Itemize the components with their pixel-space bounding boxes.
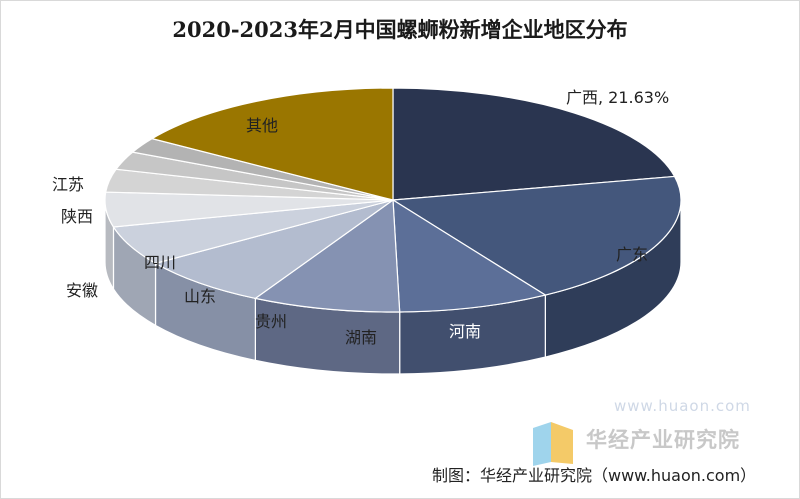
- slice-label-其他: 其他: [246, 116, 278, 135]
- slice-label-江苏: 江苏: [52, 175, 84, 194]
- slice-label-贵州: 贵州: [255, 312, 287, 331]
- pie-tops: [104, 87, 682, 313]
- slice-label-湖南: 湖南: [345, 328, 377, 347]
- source-note: 制图：华经产业研究院（www.huaon.com）: [432, 466, 757, 485]
- watermark-text: 华经产业研究院: [586, 428, 740, 452]
- pie-slice-广西: [392, 87, 676, 201]
- slice-label-广东: 广东: [616, 245, 648, 264]
- huaon-logo: [533, 422, 573, 466]
- pie-slice-贵州: [153, 199, 394, 300]
- chart-title: 2020-2023年2月中国螺蛳粉新增企业地区分布: [172, 17, 628, 42]
- pie-slice-湖南: [253, 198, 401, 313]
- slice-label-山东: 山东: [184, 287, 216, 306]
- pie-slice-广东: [391, 175, 682, 296]
- slice-label-河南: 河南: [449, 322, 481, 341]
- pie-slice-河南: [392, 198, 547, 313]
- slice-label-四川: 四川: [144, 253, 176, 272]
- watermark-url: www.huaon.com: [614, 397, 751, 415]
- slice-label-广西: 广西, 21.63%: [566, 88, 669, 107]
- slice-label-安徽: 安徽: [66, 281, 98, 300]
- slice-label-陕西: 陕西: [61, 207, 93, 226]
- pie-slice-其他: [150, 87, 394, 201]
